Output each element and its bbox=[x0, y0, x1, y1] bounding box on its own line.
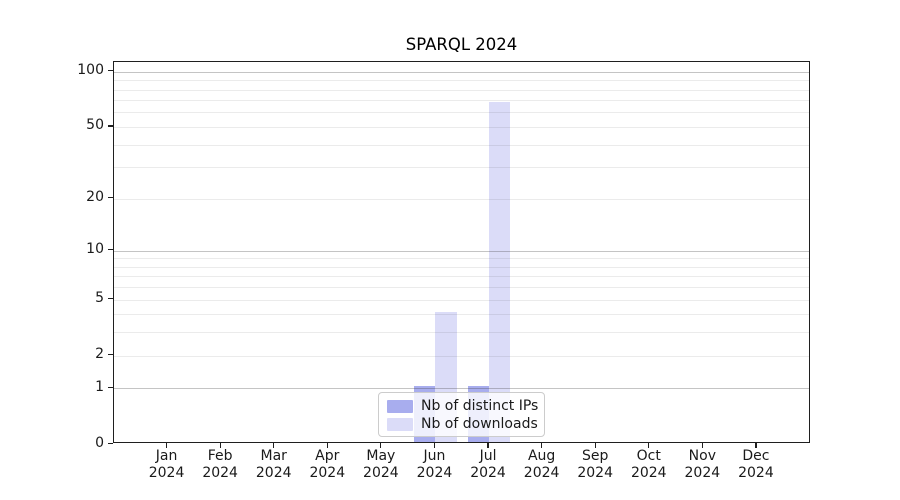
x-tick-mark-jul bbox=[487, 443, 489, 448]
x-tick-label-sep: Sep 2024 bbox=[577, 448, 613, 481]
x-tick-mark-dec bbox=[755, 443, 757, 448]
major-gridline-1 bbox=[114, 388, 809, 390]
plot-area bbox=[113, 61, 810, 444]
legend-entry-downloads: Nb of downloads bbox=[387, 415, 538, 433]
y-tick-mark-20 bbox=[108, 196, 113, 199]
x-tick-label-nov: Nov 2024 bbox=[684, 448, 721, 481]
minor-gridline-20 bbox=[114, 198, 809, 200]
minor-gridline-6 bbox=[114, 287, 809, 289]
legend-entry-distinct-ips: Nb of distinct IPs bbox=[387, 397, 539, 415]
y-tick-mark-50 bbox=[108, 125, 113, 127]
minor-gridline-7 bbox=[114, 276, 809, 278]
minor-gridline-90 bbox=[114, 80, 809, 82]
chart-title: SPARQL 2024 bbox=[405, 35, 518, 54]
y-tick-mark-10 bbox=[108, 249, 113, 251]
minor-gridline-9 bbox=[114, 258, 809, 260]
minor-gridline-60 bbox=[114, 112, 809, 114]
y-tick-label-100: 100 bbox=[77, 62, 104, 79]
legend-swatch-distinct-ips bbox=[387, 399, 413, 413]
minor-gridline-30 bbox=[114, 167, 809, 169]
x-tick-label-apr: Apr 2024 bbox=[309, 448, 346, 481]
y-tick-mark-5 bbox=[108, 298, 113, 300]
x-tick-mark-apr bbox=[326, 443, 328, 448]
minor-gridline-70 bbox=[114, 100, 809, 102]
x-tick-label-jun: Jun 2024 bbox=[416, 448, 453, 481]
legend: Nb of distinct IPs Nb of downloads bbox=[378, 392, 545, 437]
y-tick-label-0: 0 bbox=[95, 434, 104, 451]
x-tick-label-jan: Jan 2024 bbox=[148, 448, 185, 481]
y-tick-label-10: 10 bbox=[86, 241, 104, 258]
y-tick-label-2: 2 bbox=[95, 346, 104, 363]
minor-gridline-3 bbox=[114, 332, 809, 334]
y-tick-label-5: 5 bbox=[95, 290, 104, 307]
minor-gridline-80 bbox=[114, 89, 809, 91]
y-tick-mark-2 bbox=[108, 354, 113, 356]
x-tick-label-dec: Dec 2024 bbox=[738, 448, 774, 481]
x-tick-mark-mar bbox=[273, 443, 275, 448]
minor-gridline-5 bbox=[114, 299, 809, 301]
x-tick-label-jul: Jul 2024 bbox=[470, 448, 506, 481]
x-tick-label-oct: Oct 2024 bbox=[630, 448, 667, 481]
y-tick-mark-1 bbox=[108, 386, 113, 388]
x-tick-mark-sep bbox=[594, 443, 596, 448]
x-tick-mark-aug bbox=[541, 443, 543, 448]
x-tick-label-aug: Aug 2024 bbox=[523, 448, 560, 481]
bar-downloads-jul bbox=[489, 101, 511, 443]
minor-gridline-50 bbox=[114, 126, 809, 128]
minor-gridline-8 bbox=[114, 266, 809, 268]
y-tick-label-1: 1 bbox=[95, 378, 104, 395]
y-tick-label-50: 50 bbox=[86, 117, 104, 134]
major-gridline-100 bbox=[114, 71, 809, 73]
legend-label-downloads: Nb of downloads bbox=[421, 416, 538, 432]
y-tick-label-20: 20 bbox=[86, 189, 104, 206]
x-tick-mark-jun bbox=[433, 443, 436, 448]
y-tick-mark-0 bbox=[108, 442, 113, 444]
minor-gridline-40 bbox=[114, 144, 809, 146]
x-tick-mark-feb bbox=[219, 443, 221, 448]
x-tick-mark-nov bbox=[701, 443, 703, 448]
legend-swatch-downloads bbox=[387, 417, 413, 431]
x-tick-label-feb: Feb 2024 bbox=[202, 448, 238, 481]
legend-label-distinct-ips: Nb of distinct IPs bbox=[421, 398, 539, 414]
x-tick-label-mar: Mar 2024 bbox=[255, 448, 292, 481]
minor-gridline-2 bbox=[114, 355, 809, 357]
x-tick-mark-may bbox=[380, 443, 382, 448]
minor-gridline-4 bbox=[114, 314, 809, 316]
x-tick-mark-oct bbox=[648, 443, 650, 448]
x-tick-mark-jan bbox=[165, 443, 168, 448]
x-tick-label-may: May 2024 bbox=[363, 448, 399, 481]
major-gridline-10 bbox=[114, 250, 809, 252]
y-tick-mark-100 bbox=[108, 70, 113, 72]
